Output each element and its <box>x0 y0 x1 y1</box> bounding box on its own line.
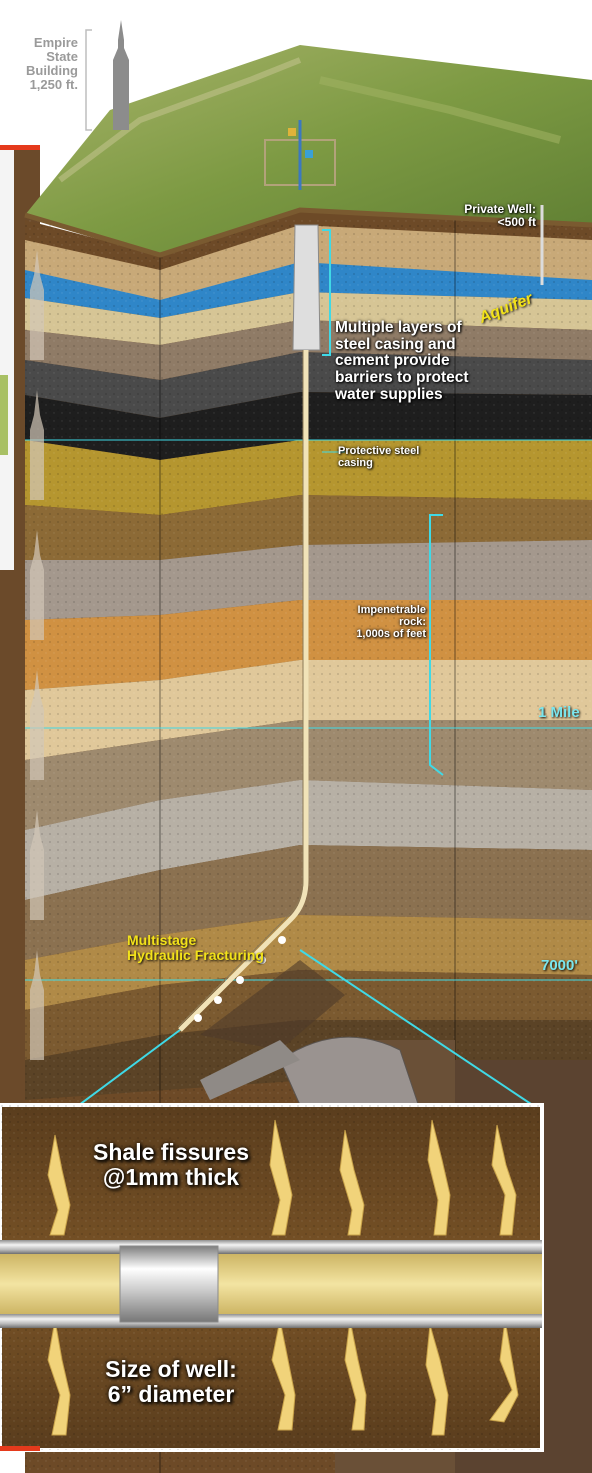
accent-bar <box>0 1446 40 1451</box>
surface-casing <box>292 224 321 351</box>
fracture-zone <box>4 936 541 1161</box>
well-bore <box>177 350 309 1032</box>
fissures-label: Shale fissures @1mm thick <box>93 1139 249 1190</box>
depth-7000-label: 7000' <box>541 957 578 974</box>
well-size-label: Size of well: 6” diameter <box>105 1356 237 1407</box>
well-rig-icon <box>264 120 336 190</box>
private-well-label: Private Well: <500 ft <box>464 202 536 229</box>
empire-state-building-icon <box>85 20 129 131</box>
casing-note: Multiple layers of steel casing and ceme… <box>335 319 469 403</box>
impenetrable-rock-label: Impenetrable rock: 1,000s of feet <box>356 604 426 640</box>
left-scale-buildings <box>30 250 44 1060</box>
fracturing-label: Multistage Hydraulic Fracturing <box>127 932 264 964</box>
one-mile-label: 1 Mile <box>538 704 580 721</box>
zoom-inset <box>0 1103 544 1452</box>
protective-casing-label: Protective steel casing <box>338 445 420 469</box>
pipe-plug-icon <box>119 1245 219 1323</box>
empire-state-label: Empire State Building 1,250 ft. <box>26 35 78 93</box>
